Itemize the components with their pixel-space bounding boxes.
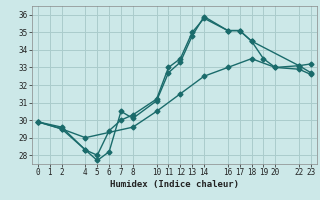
X-axis label: Humidex (Indice chaleur): Humidex (Indice chaleur) — [110, 180, 239, 189]
